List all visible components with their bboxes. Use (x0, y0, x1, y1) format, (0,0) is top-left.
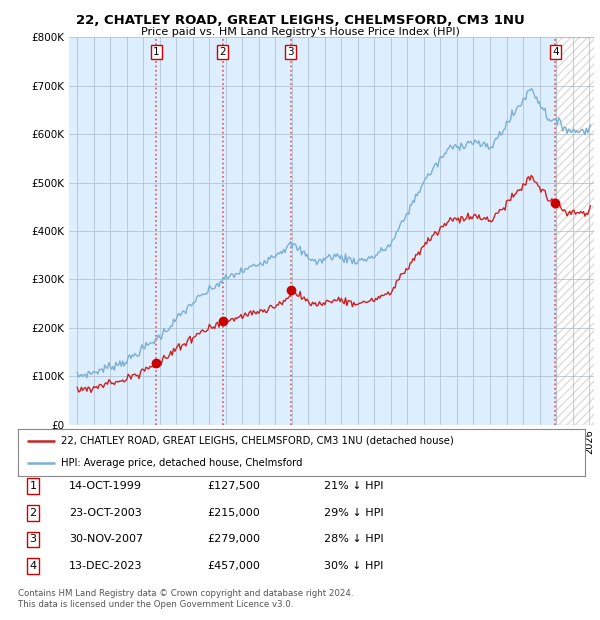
Text: 13-DEC-2023: 13-DEC-2023 (69, 561, 143, 571)
Text: 28% ↓ HPI: 28% ↓ HPI (324, 534, 383, 544)
Text: 30-NOV-2007: 30-NOV-2007 (69, 534, 143, 544)
Text: 1: 1 (29, 481, 37, 491)
Text: 22, CHATLEY ROAD, GREAT LEIGHS, CHELMSFORD, CM3 1NU (detached house): 22, CHATLEY ROAD, GREAT LEIGHS, CHELMSFO… (61, 436, 453, 446)
Text: HPI: Average price, detached house, Chelmsford: HPI: Average price, detached house, Chel… (61, 458, 302, 467)
Text: 3: 3 (287, 47, 294, 57)
Text: £279,000: £279,000 (207, 534, 260, 544)
Text: 23-OCT-2003: 23-OCT-2003 (69, 508, 142, 518)
Text: 2: 2 (220, 47, 226, 57)
Text: 29% ↓ HPI: 29% ↓ HPI (324, 508, 383, 518)
Text: 21% ↓ HPI: 21% ↓ HPI (324, 481, 383, 491)
Text: 3: 3 (29, 534, 37, 544)
Text: 30% ↓ HPI: 30% ↓ HPI (324, 561, 383, 571)
Bar (556, 37, 598, 425)
Bar (556, 37, 598, 425)
Text: 22, CHATLEY ROAD, GREAT LEIGHS, CHELMSFORD, CM3 1NU: 22, CHATLEY ROAD, GREAT LEIGHS, CHELMSFO… (76, 14, 524, 27)
Text: 4: 4 (552, 47, 559, 57)
Text: £457,000: £457,000 (207, 561, 260, 571)
Text: 14-OCT-1999: 14-OCT-1999 (69, 481, 142, 491)
Text: 2: 2 (29, 508, 37, 518)
Text: £215,000: £215,000 (207, 508, 260, 518)
Text: Price paid vs. HM Land Registry's House Price Index (HPI): Price paid vs. HM Land Registry's House … (140, 27, 460, 37)
Text: Contains HM Land Registry data © Crown copyright and database right 2024.
This d: Contains HM Land Registry data © Crown c… (18, 590, 353, 609)
Text: £127,500: £127,500 (207, 481, 260, 491)
Text: 4: 4 (29, 561, 37, 571)
Text: 1: 1 (153, 47, 160, 57)
